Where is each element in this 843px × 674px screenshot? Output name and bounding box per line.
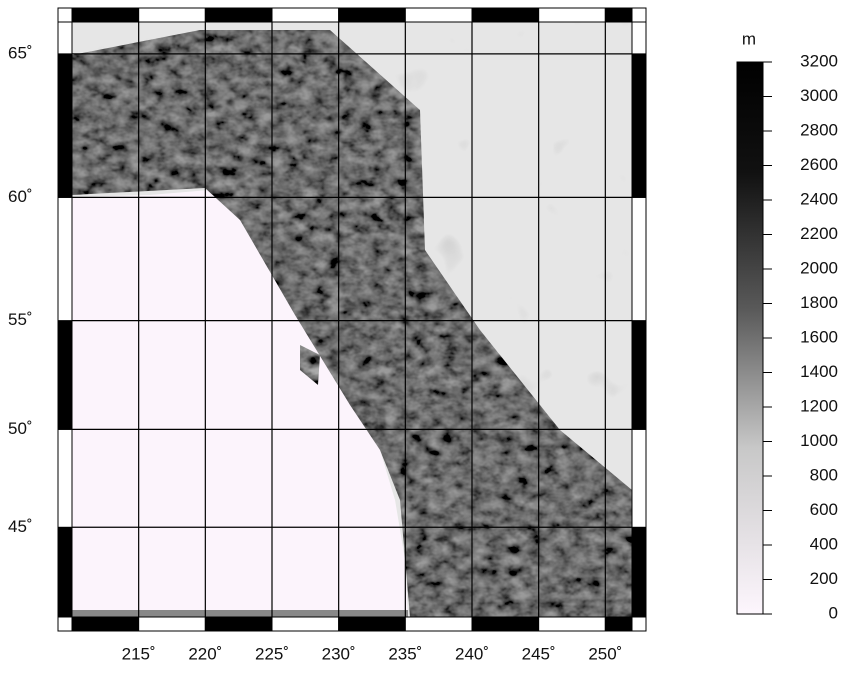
frame-segment [471, 7, 540, 23]
colorbar-tick-label: 1600 [800, 327, 838, 346]
colorbar-tick-label: 200 [810, 569, 838, 588]
colorbar-tick-label: 1200 [800, 396, 838, 415]
frame-segment [631, 196, 647, 322]
island [300, 345, 320, 385]
frame-segment [57, 21, 73, 55]
lon-label: 235˚ [388, 644, 422, 663]
lat-label: 45˚ [8, 517, 33, 536]
frame-segment [57, 53, 73, 198]
colorbar-tick-label: 3200 [800, 51, 838, 70]
frame-segment [271, 7, 340, 23]
frame-segment [631, 53, 647, 198]
colorbar-tick-label: 2400 [800, 189, 838, 208]
lon-label: 220˚ [188, 644, 222, 663]
lat-label: 55˚ [8, 310, 33, 329]
frame-segment [404, 616, 473, 632]
colorbar-tick-label: 2600 [800, 155, 838, 174]
frame-segment [604, 616, 633, 632]
frame-segment [204, 7, 273, 23]
frame-segment [538, 7, 606, 23]
colorbar-tick-label: 2800 [800, 120, 838, 139]
frame-segment [338, 616, 406, 632]
colorbar-tick-label: 1800 [800, 293, 838, 312]
edge-band [72, 610, 408, 617]
lon-label: 215˚ [122, 644, 156, 663]
frame-segment [138, 616, 206, 632]
lat-label: 50˚ [8, 419, 33, 438]
frame-segment [57, 428, 73, 528]
lon-label: 225˚ [255, 644, 289, 663]
map-border [71, 21, 633, 618]
frame-segment [538, 616, 606, 632]
frame-segment [71, 7, 140, 23]
colorbar-tick-label: 400 [810, 534, 838, 553]
lon-label: 250˚ [588, 644, 622, 663]
frame-segment [204, 616, 273, 632]
frame-segment [404, 7, 473, 23]
lon-label: 245˚ [522, 644, 556, 663]
colorbar-tick-label: 0 [829, 603, 838, 622]
frame-segment [631, 320, 647, 430]
graticule [72, 22, 632, 617]
colorbar-tick-label: 600 [810, 500, 838, 519]
colorbar-unit: m [742, 29, 756, 48]
frame-segment [71, 616, 140, 632]
frame-segment [631, 526, 647, 618]
colorbar-tick-label: 3000 [800, 86, 838, 105]
frame-segment [271, 616, 340, 632]
frame-segment [57, 320, 73, 430]
colorbar-tick-label: 2000 [800, 258, 838, 277]
frame-segment [138, 7, 206, 23]
frame-segment [57, 196, 73, 322]
relief-map [72, 22, 632, 617]
lat-label: 60˚ [8, 187, 33, 206]
lon-label: 240˚ [455, 644, 489, 663]
lat-label: 65˚ [8, 43, 33, 62]
colorbar-tick-label: 800 [810, 465, 838, 484]
colorbar-tick-label: 1000 [800, 431, 838, 450]
frame-segment [604, 7, 633, 23]
mountains [72, 30, 632, 617]
frame-segment [631, 428, 647, 528]
colorbar-tick-label: 2200 [800, 224, 838, 243]
frame-segment [471, 616, 540, 632]
frame-segment [338, 7, 406, 23]
frame-segment [631, 21, 647, 55]
colorbar-tick-label: 1400 [800, 362, 838, 381]
colorbar [736, 61, 764, 615]
lon-label: 230˚ [322, 644, 356, 663]
frame-segment [57, 526, 73, 618]
